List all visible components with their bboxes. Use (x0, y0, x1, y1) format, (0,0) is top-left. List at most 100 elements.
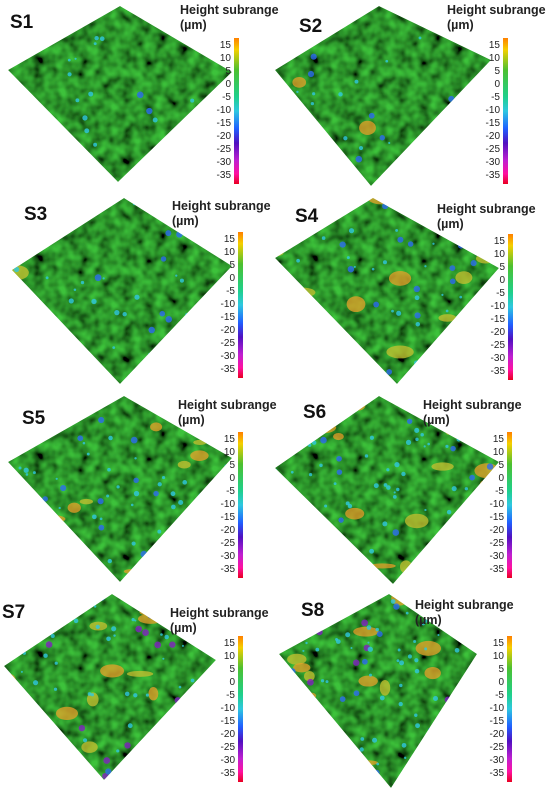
colorbar-unit: (µm) (447, 18, 474, 32)
peak-patch (177, 460, 191, 469)
pit-spot (60, 559, 67, 565)
peak-patch (81, 741, 98, 753)
pit-spot (438, 762, 441, 765)
pit-spot (160, 633, 163, 636)
peak-patch (190, 450, 209, 461)
colorbar-tick-label: -15 (485, 118, 500, 130)
pit-spot (77, 435, 84, 442)
pit-spot (161, 18, 165, 22)
peak-patch (322, 596, 338, 608)
pit-spot (392, 529, 400, 536)
pit-spot (188, 510, 196, 518)
pit-spot (181, 644, 184, 647)
peak-patch (415, 640, 442, 656)
pit-spot (98, 416, 105, 424)
pit-spot (486, 463, 494, 470)
colorbar-tick-label: -25 (216, 144, 231, 156)
pit-spot (74, 57, 77, 60)
colorbar-tick-label: -15 (220, 716, 235, 728)
colorbar (238, 636, 243, 782)
pit-spot (162, 206, 167, 210)
pit-spot (366, 625, 372, 630)
pit-spot (54, 426, 61, 433)
pit-spot (181, 756, 188, 763)
colorbar-tick-label: 15 (223, 433, 235, 445)
pit-spot (457, 695, 462, 700)
pit-spot (477, 233, 481, 236)
colorbar-tick-label: -25 (489, 742, 504, 754)
pit-spot (25, 473, 29, 476)
pit-spot (184, 312, 190, 318)
peak-patch (290, 287, 316, 298)
pit-spot (91, 298, 97, 305)
surface-map-s1 (8, 6, 232, 182)
pit-spot (73, 288, 77, 292)
pit-spot (169, 641, 176, 648)
pit-spot (394, 462, 400, 468)
pit-spot (195, 732, 199, 736)
colorbar-tick-label: 5 (498, 663, 504, 675)
pit-spot (454, 647, 460, 653)
peak-patch (306, 692, 317, 699)
colorbar-tick-label: -20 (490, 327, 505, 339)
sample-panel-s8: S8 Height subrange (µm) 15 10 5 0 -5 -10 -15 -20 -2… (275, 594, 550, 792)
pit-spot (179, 542, 185, 548)
colorbar-tick-label: -15 (220, 512, 235, 524)
pit-spot (116, 749, 120, 753)
pit-spot (327, 772, 331, 777)
pit-spot (299, 543, 303, 547)
pit-spot (49, 408, 52, 411)
peak-patch (352, 398, 366, 411)
pit-spot (174, 697, 182, 704)
pit-spot (312, 324, 318, 331)
pit-spot (93, 142, 98, 147)
colorbar-tick-label: 0 (229, 472, 235, 484)
pit-spot (421, 8, 425, 12)
colorbar-tick-label: -5 (491, 91, 500, 103)
pit-spot (347, 503, 353, 509)
pit-spot (35, 398, 41, 404)
pit-spot (449, 568, 454, 573)
pit-spot (456, 437, 462, 442)
pit-spot (282, 449, 287, 454)
colorbar-tick-label: -5 (222, 91, 231, 103)
pit-spot (51, 735, 57, 741)
pit-spot (359, 782, 364, 788)
pit-spot (427, 442, 430, 446)
pit-spot (32, 680, 39, 686)
pit-spot (432, 242, 435, 245)
peak-patch (354, 762, 366, 774)
pit-spot (391, 309, 394, 313)
pit-spot (102, 277, 105, 280)
pit-spot (393, 491, 396, 494)
pit-spot (53, 687, 58, 691)
pit-spot (469, 474, 475, 481)
pit-spot (98, 524, 105, 531)
peak-patch (455, 271, 473, 284)
peak-patch (21, 229, 33, 246)
pit-spot (84, 128, 90, 134)
pit-spot (68, 21, 74, 27)
pit-spot (395, 200, 399, 204)
pit-spot (414, 713, 418, 717)
pit-spot (58, 506, 61, 510)
pit-spot (414, 410, 419, 415)
colorbar-title: Height subrange (µm) (172, 199, 271, 229)
colorbar-tick-label: -30 (490, 353, 505, 365)
peak-patch (357, 770, 375, 776)
peak-patch (386, 345, 414, 359)
pit-spot (449, 746, 456, 753)
pit-spot (448, 234, 454, 240)
pit-spot (373, 483, 379, 489)
pit-spot (373, 769, 380, 776)
colorbar-tick-label: -35 (490, 366, 505, 378)
colorbar-tick-label: -30 (220, 351, 235, 363)
pit-spot (313, 755, 318, 761)
pit-spot (13, 266, 20, 273)
pit-spot (319, 347, 325, 353)
pit-spot (111, 626, 117, 632)
colorbar-tick-label: 0 (494, 78, 500, 90)
pit-spot (310, 53, 317, 60)
sample-panel-s4: S4 Height subrange (µm) 15 10 5 0 -5 -10 -15 -20 -2… (275, 198, 550, 396)
colorbar-tick-label: 10 (223, 246, 235, 258)
